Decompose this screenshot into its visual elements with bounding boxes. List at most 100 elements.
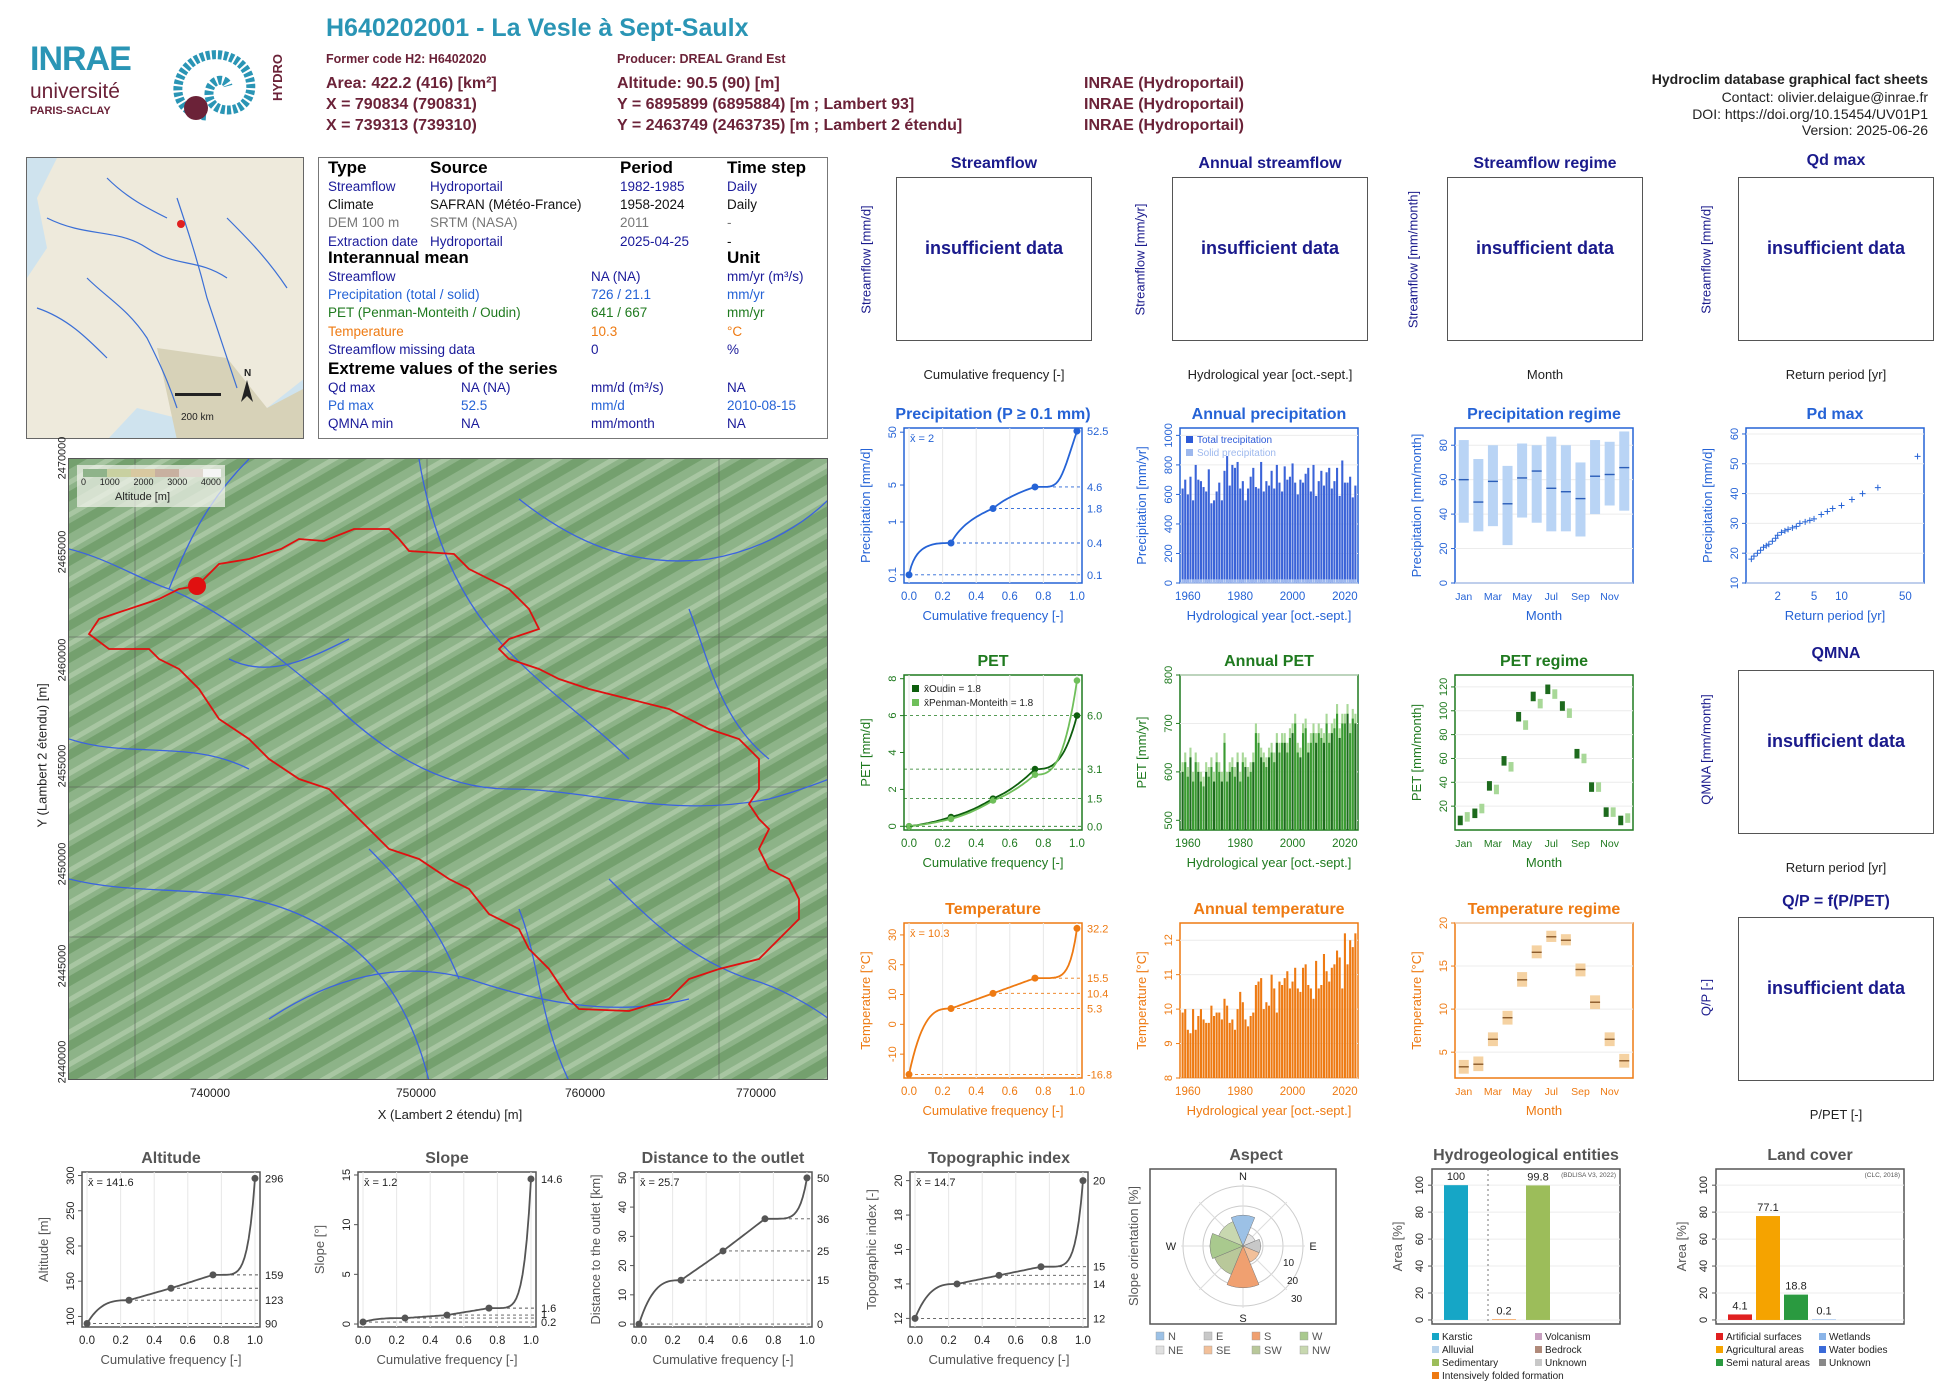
annual_prec-bar-solid bbox=[1218, 579, 1221, 583]
annual_temp-bar bbox=[1291, 981, 1294, 1078]
annual_temp-bar bbox=[1312, 998, 1315, 1078]
annual_prec-bar-solid bbox=[1291, 579, 1294, 583]
prec_cdf-right-label: 1.8 bbox=[1087, 503, 1102, 515]
altitude-xlabel: Cumulative frequency [-] bbox=[101, 1352, 242, 1367]
annual_temp-bar bbox=[1239, 991, 1242, 1078]
pet_regime-ytick: 80 bbox=[1438, 728, 1450, 740]
annual_pet-bar-pm bbox=[1197, 771, 1200, 830]
slope-xtick: 0.2 bbox=[389, 1335, 405, 1347]
annual_prec-bar bbox=[1299, 479, 1302, 583]
contact-link[interactable]: Contact: olivier.delaigue@inrae.fr bbox=[1721, 89, 1928, 105]
topo-xtick: 0.4 bbox=[974, 1335, 991, 1347]
landcover-legend-label: Agricultural areas bbox=[1726, 1345, 1804, 1356]
aspect-sector bbox=[1209, 1233, 1244, 1259]
altitude-value: Altitude: 90.5 (90) [m] bbox=[617, 75, 780, 92]
annual_temp-bar bbox=[1210, 1005, 1213, 1078]
aspect-legend-label: NE bbox=[1168, 1345, 1183, 1357]
pet_cdf-right-label: 0.0 bbox=[1087, 821, 1102, 833]
pet_cdf-xtick: 0.8 bbox=[1035, 838, 1051, 850]
pet_cdf-legend-label: x̄Penman-Monteith = 1.8 bbox=[924, 698, 1034, 709]
temp_regime-plot-border bbox=[1454, 922, 1634, 1079]
aspect-ring-label: 20 bbox=[1287, 1276, 1299, 1287]
annual_prec-bar bbox=[1291, 463, 1294, 583]
annual_temp-bar bbox=[1307, 985, 1310, 1078]
inter-cell: °C bbox=[727, 323, 743, 339]
annual_pet-bar-pm bbox=[1322, 742, 1326, 830]
pet_regime-ytick: 120 bbox=[1438, 678, 1450, 696]
pet_cdf-legend-label: x̄Oudin = 1.8 bbox=[924, 684, 981, 695]
annual_prec-bar bbox=[1301, 482, 1305, 583]
annual_prec-xtick: 2000 bbox=[1280, 591, 1306, 603]
hydrogeo-legend-swatch bbox=[1535, 1359, 1542, 1366]
annual_prec-bar bbox=[1231, 464, 1234, 583]
temp_cdf-point bbox=[905, 1070, 913, 1078]
header-period: Period bbox=[620, 158, 673, 177]
annual_temp-xtick: 1960 bbox=[1175, 1086, 1201, 1098]
pet_regime-box-pm bbox=[1523, 720, 1529, 730]
hydrogeo-legend-swatch bbox=[1432, 1372, 1439, 1379]
map-ytick: 2470000 bbox=[56, 436, 69, 480]
pdmax-point bbox=[1750, 553, 1757, 560]
temp_cdf-xtick: 0.2 bbox=[935, 1086, 951, 1098]
annual_temp-bar bbox=[1215, 1012, 1218, 1078]
version: Version: 2025-06-26 bbox=[1801, 122, 1928, 138]
annual_prec-bar bbox=[1202, 487, 1205, 583]
pdmax-point bbox=[1754, 550, 1761, 557]
topo-right-label: 12 bbox=[1093, 1313, 1105, 1325]
area-value: Area: 422.2 (416) [km²] bbox=[326, 75, 497, 92]
altitude-xtick: 0.0 bbox=[79, 1335, 95, 1347]
annual_pet-bar-pm bbox=[1267, 757, 1271, 830]
annual_pet-bar-pm bbox=[1241, 762, 1244, 830]
temp_cdf-ytick: 0 bbox=[887, 1021, 899, 1027]
annual_pet-bar-pm bbox=[1309, 742, 1312, 830]
pet_regime-ytick: 20 bbox=[1438, 800, 1450, 812]
pdmax-point bbox=[1838, 502, 1845, 509]
qmna-panel bbox=[1738, 670, 1934, 834]
annual-streamflow-msg: insufficient data bbox=[1200, 238, 1339, 258]
annual_temp-bar bbox=[1218, 1012, 1221, 1078]
annual_prec-bar bbox=[1322, 485, 1326, 583]
temp_cdf-ytick: 30 bbox=[887, 929, 899, 941]
annual_temp-xlabel: Hydrological year [oct.-sept.] bbox=[1187, 1103, 1352, 1118]
annual_pet-bar-pm bbox=[1328, 742, 1331, 830]
annual_temp-bar bbox=[1325, 971, 1328, 1078]
temp_cdf-ylabel: Temperature [°C] bbox=[858, 951, 873, 1049]
temp_cdf-right-label: 10.4 bbox=[1087, 988, 1108, 1000]
regime-xlabel: Month bbox=[1526, 367, 1564, 382]
pet_regime-box-oudin bbox=[1516, 711, 1522, 722]
annual_prec-bar-solid bbox=[1249, 579, 1252, 583]
annual_temp-bar bbox=[1299, 991, 1302, 1078]
annual_pet-bar-pm bbox=[1202, 786, 1205, 830]
annual_pet-bar-pm bbox=[1281, 742, 1284, 830]
prec_regime-box bbox=[1473, 459, 1484, 532]
landcover-bar-label: 4.1 bbox=[1732, 1300, 1747, 1312]
slope-ytick: 15 bbox=[341, 1169, 353, 1181]
topo-point bbox=[953, 1280, 961, 1288]
pdmax-xtick: 50 bbox=[1899, 591, 1912, 603]
header-source: Source bbox=[430, 158, 488, 177]
aspect-legend-swatch bbox=[1203, 1331, 1213, 1341]
annual_temp-bar bbox=[1315, 960, 1318, 1078]
aspect-direction-label: S bbox=[1239, 1313, 1246, 1325]
pet_cdf-ylabel: PET [mm/d] bbox=[858, 718, 873, 786]
annual_pet-xtick: 1980 bbox=[1227, 838, 1253, 850]
annual_pet-xlabel: Hydrological year [oct.-sept.] bbox=[1187, 855, 1352, 870]
annual_pet-bar-pm bbox=[1278, 752, 1281, 830]
slope-ytick: 10 bbox=[341, 1219, 353, 1231]
prec_regime-xtick: Jan bbox=[1455, 591, 1472, 603]
doi-link[interactable]: DOI: https://doi.org/10.15454/UV01P1 bbox=[1692, 106, 1928, 122]
annual_prec-legend-swatch bbox=[1186, 449, 1193, 456]
pdmax-point bbox=[1796, 520, 1803, 527]
topo-title: Topographic index bbox=[928, 1150, 1070, 1167]
altitude-right-label: 123 bbox=[265, 1295, 283, 1307]
inter-cell: 10.3 bbox=[591, 323, 618, 339]
ext-cell: NA (NA) bbox=[461, 380, 511, 396]
ext-cell: NA bbox=[727, 380, 746, 396]
map-ytick: 2465000 bbox=[56, 530, 69, 574]
map-xtick: 760000 bbox=[565, 1086, 606, 1100]
slope-frame: Slope Cumulative frequency [-] Slope [°] bbox=[312, 1150, 537, 1367]
annual_temp-bar bbox=[1320, 985, 1323, 1078]
annual_prec-bar bbox=[1283, 466, 1286, 583]
pet_regime-box-oudin bbox=[1589, 782, 1595, 792]
annual_pet-bar-pm bbox=[1346, 713, 1349, 830]
